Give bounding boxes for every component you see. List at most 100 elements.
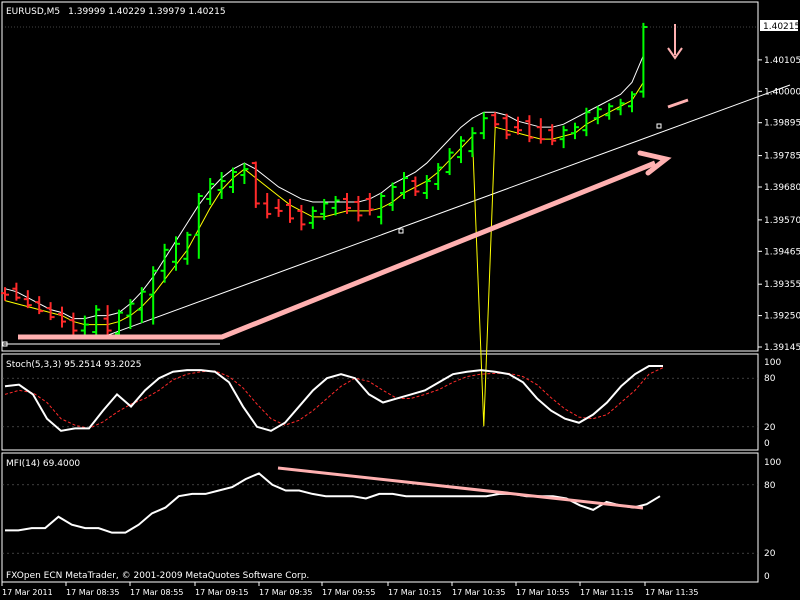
price-bar [331, 195, 340, 216]
current-price-box [760, 20, 798, 31]
price-bar [400, 172, 408, 199]
time-tick-label: 17 Mar 10:15 [388, 588, 441, 597]
price-tick-label: 1.39355 [764, 280, 800, 290]
price-bar [80, 315, 89, 337]
price-bar [593, 106, 602, 125]
price-bar [229, 167, 237, 193]
price-bar [422, 175, 431, 199]
price-bar [468, 127, 477, 158]
stoch-main-line [4, 365, 663, 432]
price-axis: 1.40105 1.40000 1.39895 1.39785 1.39680 1.395… [758, 56, 800, 353]
stoch-tick-label: 20 [764, 423, 776, 433]
stoch-tick-label: 100 [764, 358, 781, 368]
trendline-anchor [656, 123, 662, 129]
ma-fast-line [4, 82, 644, 427]
down-arrow-head [667, 47, 683, 60]
price-bar [320, 198, 329, 220]
price-bar [240, 163, 249, 185]
stochastic-axis: 100 80 20 0 [764, 358, 781, 449]
dash-marker [667, 98, 689, 109]
price-bar [445, 148, 454, 176]
price-bar [194, 192, 203, 259]
price-bar [206, 178, 215, 205]
price-tick-label: 1.39250 [764, 312, 800, 322]
price-panel [1, 22, 791, 427]
price-bar [46, 302, 55, 321]
ma-slow-line [4, 55, 644, 320]
price-bar [548, 124, 557, 146]
stoch-tick-label: 0 [764, 439, 770, 449]
mfi-tick-label: 80 [764, 481, 776, 491]
price-bar [479, 112, 488, 140]
stoch-tick-label: 80 [764, 374, 776, 384]
mfi-panel-border [1, 452, 759, 583]
price-bar [115, 309, 123, 339]
stochastic-panel [2, 365, 758, 432]
price-bar [137, 287, 146, 324]
price-bar [1, 287, 9, 301]
trendline-anchor [398, 228, 404, 234]
stoch-title: Stoch(5,3,3) 95.2514 93.2025 [6, 360, 141, 370]
price-bar [605, 103, 614, 120]
time-tick-label: 17 Mar 09:55 [322, 588, 375, 597]
price-tick-label: 1.39570 [764, 216, 800, 226]
price-bar [263, 192, 272, 219]
mfi-title: MFI(14) 69.4000 [6, 459, 80, 469]
time-tick-label: 17 Mar 11:15 [580, 588, 633, 597]
price-bar [35, 296, 44, 315]
price-bar [183, 231, 192, 265]
uptrend-arrow [18, 160, 656, 340]
price-tick-label: 1.40000 [764, 87, 800, 97]
price-bar [616, 98, 625, 116]
mfi-tick-label: 100 [764, 458, 781, 468]
uptrend-arrow-head [637, 150, 672, 176]
mfi-tick-label: 0 [764, 572, 770, 582]
mfi-panel [2, 466, 758, 554]
price-bar [251, 161, 260, 208]
price-bar [525, 115, 534, 143]
time-tick-label: 17 Mar 2011 [2, 588, 53, 597]
price-tick-label: 1.39465 [764, 247, 800, 257]
price-bar [491, 112, 500, 128]
copyright-footer: FXOpen ECN MetaTrader, © 2001-2009 MetaQ… [6, 571, 309, 581]
price-bar [12, 282, 21, 301]
time-tick-label: 17 Mar 09:15 [195, 588, 248, 597]
trendline [99, 84, 791, 339]
price-bar [343, 192, 351, 214]
symbol-label: EURUSD,M5 1.39999 1.40229 1.39979 1.40215 [6, 7, 226, 17]
price-bar [274, 198, 283, 217]
price-bar [559, 125, 568, 149]
price-bar [149, 266, 158, 325]
price-tick-label: 1.39680 [764, 183, 800, 193]
time-tick-label: 17 Mar 10:55 [516, 588, 569, 597]
time-tick-label: 17 Mar 08:35 [66, 588, 119, 597]
price-bar [92, 305, 101, 336]
price-tick-label: 1.39145 [764, 343, 800, 353]
mfi-axis: 100 80 20 0 [764, 458, 781, 582]
price-bar [126, 299, 135, 330]
price-bar [23, 290, 32, 309]
time-tick-label: 17 Mar 11:35 [645, 588, 698, 597]
time-tick-label: 17 Mar 08:55 [130, 588, 183, 597]
time-axis: 17 Mar 2011 17 Mar 08:35 17 Mar 08:55 17 Ma… [1, 582, 698, 597]
mfi-line [5, 472, 661, 534]
price-bar [172, 236, 180, 271]
price-bar [628, 91, 636, 113]
price-bar [457, 136, 465, 164]
price-tick-label: 1.39785 [764, 152, 800, 162]
price-bar [571, 122, 579, 140]
stoch-signal-line [4, 367, 664, 429]
current-price-label: 1.40215 [763, 22, 800, 32]
price-bar [536, 118, 545, 144]
time-tick-label: 17 Mar 09:35 [259, 588, 312, 597]
time-tick-label: 17 Mar 10:35 [452, 588, 505, 597]
price-bar [434, 163, 443, 190]
price-bar [354, 195, 363, 222]
price-bar [286, 198, 294, 223]
stoch-panel-border [1, 353, 759, 451]
price-bar [58, 306, 66, 328]
price-tick-label: 1.39895 [764, 119, 800, 129]
price-bar [103, 305, 112, 336]
price-bar [388, 182, 397, 211]
